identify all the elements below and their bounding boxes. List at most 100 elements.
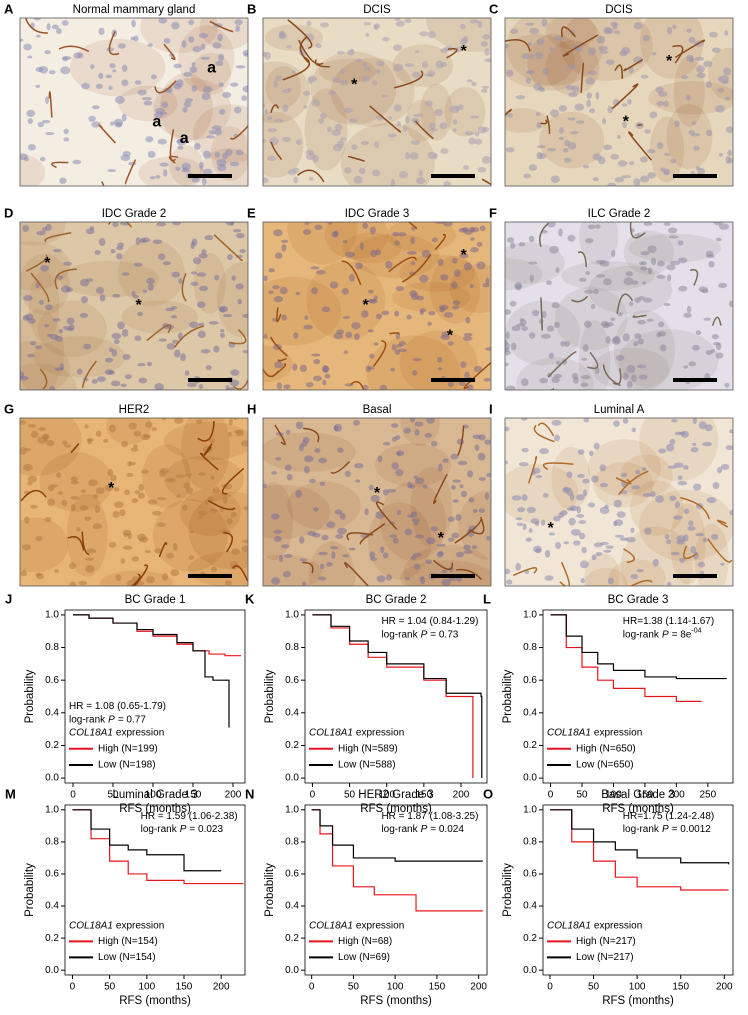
nucleus xyxy=(390,368,395,372)
nucleus xyxy=(585,78,595,85)
nucleus xyxy=(220,333,225,338)
nucleus xyxy=(374,141,379,148)
nucleus xyxy=(176,494,180,498)
nucleus xyxy=(605,322,614,327)
micrograph xyxy=(0,404,288,603)
nucleus xyxy=(85,558,94,561)
nucleus xyxy=(712,334,719,339)
nucleus xyxy=(320,22,329,27)
nucleus xyxy=(88,480,98,487)
nucleus xyxy=(410,237,415,244)
nucleus xyxy=(515,284,521,290)
scale-bar xyxy=(188,574,232,578)
nucleus xyxy=(83,344,91,350)
nucleus xyxy=(182,40,187,48)
nucleus xyxy=(158,18,167,24)
nucleus xyxy=(566,471,572,478)
nucleus xyxy=(313,359,320,364)
nucleus xyxy=(717,88,725,92)
nucleus xyxy=(482,86,489,89)
nucleus xyxy=(396,21,405,27)
nucleus xyxy=(157,497,166,500)
nucleus xyxy=(520,319,527,325)
nucleus xyxy=(67,318,75,325)
nucleus xyxy=(413,114,423,117)
nucleus xyxy=(674,462,684,467)
nucleus xyxy=(517,507,525,512)
nucleus xyxy=(316,43,322,48)
nucleus xyxy=(314,448,320,453)
nucleus xyxy=(199,33,209,39)
nucleus xyxy=(647,149,656,153)
nucleus xyxy=(170,569,179,576)
nucleus xyxy=(529,28,539,35)
nucleus xyxy=(291,70,295,74)
nucleus xyxy=(335,124,343,131)
nucleus xyxy=(166,478,176,482)
nucleus xyxy=(712,47,721,53)
nucleus xyxy=(330,281,338,288)
y-tick-label: 0.2 xyxy=(285,740,299,751)
nucleus xyxy=(383,552,389,558)
nucleus xyxy=(313,507,318,512)
nucleus xyxy=(621,47,630,55)
nucleus xyxy=(442,570,448,573)
nucleus xyxy=(396,344,402,348)
nucleus xyxy=(599,464,606,471)
nucleus xyxy=(344,108,353,113)
nucleus xyxy=(223,314,232,317)
nucleus xyxy=(518,242,525,246)
nucleus xyxy=(36,573,43,579)
y-tick-label: 1.0 xyxy=(523,610,537,621)
nucleus xyxy=(225,385,229,392)
nucleus xyxy=(81,489,86,493)
nucleus xyxy=(46,440,54,446)
nucleus xyxy=(146,576,155,583)
nucleus xyxy=(541,19,547,27)
y-axis-label: Probability xyxy=(264,863,276,917)
legend-label: High (N=154) xyxy=(98,936,158,947)
nucleus xyxy=(438,367,442,370)
nucleus xyxy=(343,316,351,319)
nucleus xyxy=(325,374,331,379)
nucleus xyxy=(470,237,474,240)
nucleus xyxy=(410,416,415,423)
panel-letter: O xyxy=(483,786,493,801)
nucleus xyxy=(96,487,105,494)
nucleus xyxy=(629,302,633,307)
nucleus xyxy=(281,544,290,548)
x-tick-label: 100 xyxy=(138,982,155,993)
nucleus xyxy=(20,447,27,455)
nucleus xyxy=(307,21,312,27)
nucleus xyxy=(364,508,368,515)
nucleus xyxy=(35,345,42,349)
y-axis-label: Probability xyxy=(24,669,36,723)
nucleus xyxy=(76,527,80,532)
nucleus xyxy=(193,257,201,264)
nucleus xyxy=(626,271,633,276)
micrograph xyxy=(240,0,523,202)
nucleus xyxy=(451,533,459,539)
nucleus xyxy=(576,514,584,518)
nucleus xyxy=(127,461,132,466)
legend-label: Low (N=69) xyxy=(338,952,390,963)
nucleus xyxy=(198,510,207,516)
nucleus xyxy=(584,290,593,294)
nucleus xyxy=(333,144,343,151)
p-symbol: P xyxy=(421,629,428,640)
nucleus xyxy=(690,546,696,554)
nucleus xyxy=(139,377,148,383)
nucleus xyxy=(549,353,554,359)
nucleus xyxy=(114,339,120,344)
p-value: = 0.73 xyxy=(430,629,459,640)
nucleus xyxy=(28,144,36,151)
nucleus xyxy=(71,481,79,485)
nucleus xyxy=(198,472,206,476)
nucleus xyxy=(586,100,591,107)
y-tick-label: 0.4 xyxy=(45,901,59,912)
nucleus xyxy=(198,331,206,338)
nucleus xyxy=(81,83,90,89)
nucleus xyxy=(644,129,650,133)
nucleus xyxy=(453,300,460,305)
